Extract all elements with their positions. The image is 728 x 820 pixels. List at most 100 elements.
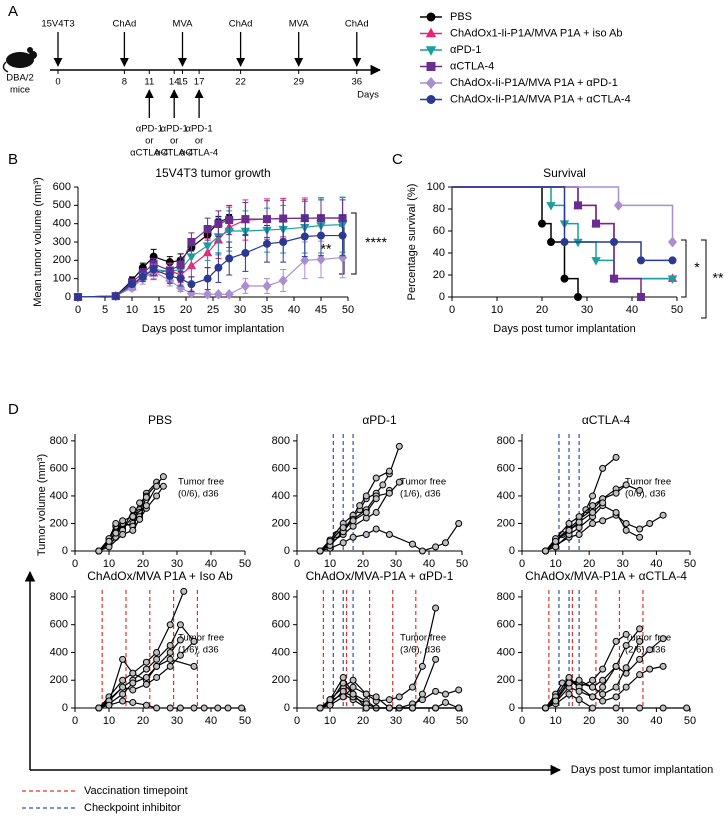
y-tick-label: 600 (497, 619, 515, 631)
y-tick-label: 800 (50, 435, 68, 447)
data-point (646, 646, 654, 654)
data-point (316, 704, 324, 712)
data-point (176, 651, 184, 659)
data-point (142, 665, 150, 673)
data-point (659, 511, 667, 519)
data-point (349, 683, 357, 691)
data-point (622, 526, 630, 534)
data-point (575, 676, 583, 684)
data-point (552, 697, 560, 705)
data-point (565, 526, 573, 534)
data-point (202, 242, 213, 251)
x-tick-label: 0 (75, 304, 81, 316)
timeline-tick-label: 15 (177, 77, 188, 88)
x-axis-label: Days post tumor implantation (142, 323, 284, 335)
x-tick-label: 10 (324, 715, 336, 727)
legend-marker (425, 46, 437, 56)
significance-bracket (681, 239, 687, 298)
y-tick-label: 0 (439, 291, 445, 303)
y-tick-label: 20 (433, 269, 445, 281)
annotation: (0/6), d36 (625, 489, 666, 500)
y-tick-label: 800 (272, 591, 290, 603)
data-point (395, 442, 403, 450)
data-point (379, 481, 387, 489)
data-point (129, 679, 137, 687)
x-tick-label: 0 (519, 715, 525, 727)
data-point (659, 635, 667, 643)
data-point (279, 238, 288, 246)
data-point (339, 673, 347, 681)
timeline-tick-label: 11 (144, 77, 154, 88)
data-point (263, 215, 271, 224)
data-point (455, 704, 463, 712)
data-point (610, 238, 618, 246)
data-point (338, 231, 347, 240)
x-tick-label: 0 (294, 558, 300, 570)
data-point (589, 519, 597, 527)
data-point (575, 518, 583, 526)
data-point (262, 280, 272, 292)
y-tick-label: 0 (62, 545, 68, 557)
y-tick-label: 200 (272, 517, 290, 529)
data-point (119, 517, 127, 525)
data-point (316, 254, 326, 265)
y-tick-label: 400 (272, 490, 290, 502)
data-point (612, 508, 620, 516)
data-point (442, 539, 449, 547)
annotation: (1/6), d36 (400, 489, 441, 500)
data-point (166, 648, 174, 656)
x-tick-label: 50 (239, 715, 251, 727)
data-point (153, 655, 161, 663)
legend-label: ChAdOx-Ii-P1A/MVA P1A + αPD-1 (450, 77, 618, 89)
treatment-label: αPD-1 (161, 124, 188, 135)
y-tick-label: 200 (53, 254, 71, 266)
data-point (349, 517, 357, 525)
data-point (225, 254, 234, 263)
legend-marker (425, 27, 437, 38)
y-tick-label: 200 (497, 674, 515, 686)
data-point (176, 274, 185, 283)
data-point (659, 704, 667, 712)
y-tick-label: 200 (497, 517, 515, 529)
data-point (385, 704, 393, 712)
data-point (224, 288, 234, 300)
y-tick-label: 400 (50, 490, 68, 502)
data-point (592, 219, 600, 228)
x-tick-label: 25 (207, 304, 219, 316)
data-point (636, 625, 644, 633)
data-point (119, 690, 127, 698)
data-point (589, 508, 597, 516)
x-tick-label: 30 (171, 558, 183, 570)
y-tick-label: 0 (509, 545, 515, 557)
timeline-tick-label: 0 (55, 77, 60, 88)
survival-curve (452, 186, 674, 242)
data-point (667, 275, 678, 284)
data-point (589, 676, 597, 684)
data-point (372, 508, 380, 516)
data-point (129, 526, 137, 534)
y-tick-label: 200 (50, 517, 68, 529)
panel-label: C (392, 151, 403, 168)
data-point (599, 517, 607, 525)
data-point (112, 529, 120, 537)
x-tick-label: 40 (423, 558, 435, 570)
data-point (129, 513, 137, 521)
y-tick-label: 0 (509, 702, 515, 714)
data-point (455, 519, 463, 527)
data-point (455, 686, 463, 694)
data-point (153, 492, 161, 500)
annotation: Tumor free (400, 633, 446, 644)
x-tick-label: 10 (103, 558, 115, 570)
legend-marker (425, 77, 437, 89)
data-point (326, 537, 334, 545)
data-point (622, 642, 630, 650)
data-point (546, 202, 556, 211)
data-point (612, 637, 620, 645)
data-point (153, 704, 161, 712)
data-point (166, 662, 174, 670)
data-point (142, 502, 150, 510)
y-tick-label: 600 (272, 462, 290, 474)
data-point (637, 256, 645, 265)
chart-title: αPD-1 (362, 413, 397, 427)
data-point (187, 280, 196, 289)
